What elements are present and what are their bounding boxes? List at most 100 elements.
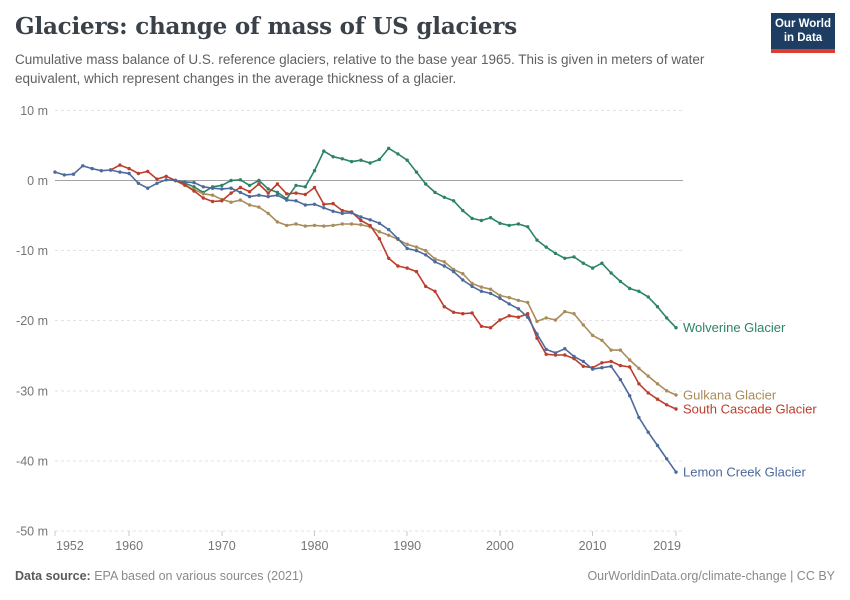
data-point bbox=[516, 315, 521, 319]
data-point bbox=[563, 309, 567, 314]
data-point bbox=[655, 397, 660, 401]
data-point bbox=[526, 315, 530, 319]
data-point bbox=[294, 199, 298, 203]
data-point bbox=[581, 359, 585, 364]
data-point bbox=[424, 248, 428, 253]
data-point bbox=[442, 260, 446, 264]
data-point bbox=[303, 224, 307, 228]
data-point bbox=[312, 185, 317, 190]
data-point bbox=[331, 209, 335, 213]
data-point bbox=[553, 251, 558, 256]
data-point bbox=[600, 261, 604, 265]
data-point bbox=[516, 298, 521, 303]
data-point bbox=[71, 172, 76, 176]
data-point bbox=[192, 189, 196, 193]
data-point bbox=[377, 237, 382, 241]
series-gulkana-glacier[interactable]: Gulkana Glacier bbox=[173, 178, 777, 403]
data-point bbox=[118, 170, 122, 174]
y-axis-tick-label: -30 m bbox=[16, 384, 48, 398]
data-point bbox=[507, 295, 511, 300]
data-point bbox=[600, 366, 604, 370]
data-point bbox=[312, 223, 317, 228]
data-point bbox=[136, 181, 141, 185]
data-point bbox=[387, 227, 391, 232]
data-point bbox=[655, 305, 660, 309]
data-point bbox=[637, 289, 641, 293]
data-point bbox=[322, 224, 326, 228]
data-point bbox=[275, 220, 280, 224]
data-point bbox=[479, 285, 484, 289]
data-point bbox=[618, 377, 623, 382]
x-axis-tick-label: 2000 bbox=[486, 539, 514, 553]
series-line-lemon-creek-glacier bbox=[54, 165, 677, 473]
page-title: Glaciers: change of mass of US glaciers bbox=[15, 13, 517, 40]
data-point bbox=[136, 171, 141, 176]
data-point bbox=[451, 310, 456, 314]
data-point bbox=[470, 311, 474, 315]
data-point bbox=[322, 202, 326, 206]
data-point bbox=[331, 155, 335, 159]
data-point bbox=[665, 457, 669, 461]
owid-logo-line1: Our World bbox=[774, 18, 831, 30]
series-lemon-creek-glacier[interactable]: Lemon Creek Glacier bbox=[53, 164, 806, 480]
footer-license-link[interactable]: OurWorldinData.org/climate-change | CC B… bbox=[587, 569, 835, 583]
data-point bbox=[294, 183, 298, 188]
owid-logo[interactable]: Our World in Data bbox=[771, 13, 835, 54]
data-point bbox=[433, 257, 437, 261]
data-point bbox=[108, 168, 113, 172]
data-point bbox=[349, 159, 354, 164]
data-point bbox=[183, 180, 187, 184]
data-point bbox=[303, 203, 307, 207]
data-point bbox=[655, 382, 660, 386]
data-point bbox=[526, 312, 530, 316]
data-point bbox=[461, 272, 465, 276]
data-point bbox=[590, 367, 595, 371]
data-point bbox=[498, 293, 502, 298]
series-wolverine-glacier[interactable]: Wolverine Glacier bbox=[173, 146, 786, 336]
data-point bbox=[146, 186, 150, 190]
data-point bbox=[229, 200, 233, 204]
data-point bbox=[127, 171, 131, 176]
data-point bbox=[563, 256, 567, 260]
data-point bbox=[553, 318, 558, 322]
series-end-label-south-cascade-glacier: South Cascade Glacier bbox=[683, 402, 817, 417]
data-point bbox=[470, 216, 474, 221]
data-point bbox=[294, 222, 298, 226]
x-axis-tick-label: 2019 bbox=[653, 539, 681, 553]
data-point bbox=[266, 191, 270, 195]
data-point bbox=[609, 271, 613, 275]
data-point bbox=[210, 193, 215, 197]
data-point bbox=[340, 222, 344, 226]
data-point bbox=[247, 194, 252, 199]
data-point bbox=[618, 279, 623, 284]
data-point bbox=[590, 266, 595, 270]
data-point bbox=[285, 223, 289, 228]
data-point bbox=[257, 205, 261, 209]
series-end-label-wolverine-glacier: Wolverine Glacier bbox=[683, 320, 786, 335]
data-point bbox=[192, 185, 196, 189]
data-point bbox=[665, 316, 669, 320]
data-point bbox=[628, 358, 632, 362]
series-south-cascade-glacier[interactable]: South Cascade Glacier bbox=[108, 163, 817, 417]
data-point bbox=[618, 363, 623, 368]
data-point bbox=[461, 278, 465, 282]
data-point bbox=[127, 166, 131, 171]
data-point bbox=[387, 256, 391, 260]
data-point bbox=[535, 336, 539, 340]
data-point bbox=[396, 152, 400, 156]
data-point bbox=[387, 146, 391, 150]
data-point bbox=[285, 198, 289, 202]
data-point bbox=[257, 193, 261, 197]
data-point bbox=[238, 178, 243, 182]
data-point bbox=[665, 403, 669, 407]
data-point bbox=[544, 347, 548, 352]
data-point bbox=[581, 261, 585, 265]
data-point bbox=[229, 186, 233, 190]
data-point bbox=[479, 218, 484, 223]
data-point bbox=[377, 157, 382, 162]
page-subtitle: Cumulative mass balance of U.S. referenc… bbox=[15, 52, 705, 87]
data-point bbox=[674, 326, 678, 330]
data-source-text: EPA based on various sources (2021) bbox=[90, 569, 304, 583]
